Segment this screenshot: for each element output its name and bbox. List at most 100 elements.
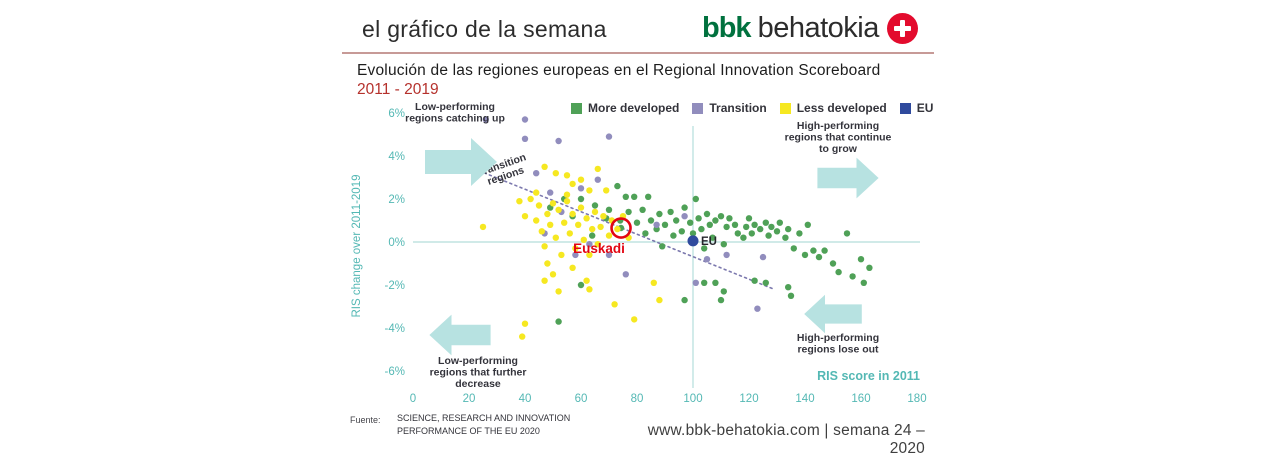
legend-label: EU	[916, 101, 934, 115]
euskadi-highlight-ring	[610, 217, 632, 239]
scatter-point-more-developed	[776, 219, 783, 226]
legend-item-more-developed: More developed	[571, 101, 679, 115]
brand-logo: bbk behatokia	[702, 12, 918, 45]
scatter-point-less-developed	[533, 189, 540, 196]
chart-subtitle-years: 2011 - 2019	[357, 81, 439, 98]
scatter-point-less-developed	[631, 316, 638, 323]
legend-label: Transition	[709, 101, 767, 115]
scatter-point-more-developed	[804, 221, 811, 228]
scatter-point-less-developed	[583, 215, 590, 222]
scatter-point-more-developed	[605, 206, 613, 213]
scatter-point-more-developed	[740, 234, 747, 241]
scatter-point-more-developed	[860, 279, 867, 286]
scatter-point-more-developed	[734, 230, 741, 237]
scatter-point-more-developed	[717, 296, 725, 304]
scatter-point-less-developed	[580, 236, 587, 243]
scatter-point-less-developed	[594, 241, 601, 248]
legend-swatch-icon	[692, 102, 704, 114]
scatter-point-less-developed	[586, 187, 593, 194]
chart-legend: More developed Transition Less developed EU	[571, 101, 933, 115]
brand-behatokia-text: behatokia	[757, 12, 880, 44]
y-tick-label: 6%	[388, 108, 405, 120]
scatter-point-more-developed	[678, 228, 685, 235]
scatter-point-less-developed	[521, 320, 529, 327]
scatter-point-transition	[605, 251, 613, 259]
scatter-point-more-developed	[670, 232, 677, 239]
scatter-point-less-developed	[577, 204, 585, 211]
scatter-point-less-developed	[552, 170, 559, 177]
legend-item-eu: EU	[899, 101, 934, 115]
scatter-point-more-developed	[689, 230, 697, 237]
scatter-point-more-developed	[731, 221, 739, 228]
scatter-point-less-developed	[527, 195, 534, 203]
scatter-point-more-developed	[829, 260, 837, 267]
scatter-point-less-developed	[586, 251, 593, 259]
scatter-point-more-developed	[751, 221, 758, 228]
x-tick-label: 0	[410, 393, 416, 405]
scatter-point-less-developed	[516, 198, 523, 205]
scatter-point-more-developed	[589, 232, 596, 239]
x-tick-label: 140	[795, 393, 814, 405]
source-label: Fuente:	[350, 415, 381, 425]
scatter-point-less-developed	[572, 245, 579, 252]
scatter-point-more-developed	[631, 193, 638, 200]
scatter-point-more-developed	[633, 219, 641, 226]
scatter-point-less-developed	[541, 163, 548, 170]
scatter-point-more-developed	[577, 281, 585, 289]
source-line-1: SCIENCE, RESEARCH AND INNOVATION	[397, 413, 571, 423]
scatter-chart: Euskadi EU 0 20 40 60 80 100 120 140 160 180 6% 4% 2% 0…	[351, 101, 927, 405]
arrow-continue-grow-icon	[817, 157, 879, 199]
scatter-point-more-developed	[639, 206, 646, 213]
scatter-point-transition	[482, 116, 489, 123]
scatter-point-less-developed	[614, 225, 621, 233]
scatter-point-transition	[555, 137, 562, 145]
eu-point-label: EU	[701, 236, 717, 248]
scatter-point-more-developed	[782, 234, 789, 241]
scatter-point-more-developed	[681, 296, 688, 304]
scatter-point-more-developed	[720, 241, 727, 248]
brand-bbk-text: bbk	[702, 12, 752, 44]
scatter-point-more-developed	[768, 223, 775, 231]
scatter-point-more-developed	[857, 256, 865, 263]
scatter-point-more-developed	[748, 230, 755, 237]
scatter-point-less-developed	[569, 264, 576, 271]
scatter-point-less-developed	[594, 165, 601, 173]
scatter-point-less-developed	[589, 225, 596, 233]
scatter-point-more-developed	[790, 245, 797, 252]
x-tick-label: 60	[575, 393, 588, 405]
header-divider	[342, 52, 934, 54]
scatter-point-transition	[572, 251, 579, 259]
arrow-further-decrease-icon	[429, 314, 491, 356]
scatter-point-transition	[703, 256, 711, 263]
scatter-point-more-developed	[656, 210, 663, 218]
scatter-point-less-developed	[552, 234, 559, 241]
scatter-point-transition	[681, 213, 688, 220]
website-footer: www.bbk-behatokia.com | semana 24 – 2020	[647, 422, 925, 457]
scatter-point-less-developed	[521, 213, 529, 220]
scatter-point-less-developed	[538, 228, 545, 235]
scatter-point-transition	[759, 253, 767, 261]
legend-label: Less developed	[796, 101, 887, 115]
scatter-point-more-developed	[659, 243, 666, 250]
x-tick-label: 180	[907, 393, 926, 405]
legend-item-transition: Transition	[692, 101, 767, 115]
scatter-point-transition	[692, 279, 699, 286]
scatter-point-less-developed	[563, 198, 571, 205]
x-tick-label: 20	[463, 393, 476, 405]
y-tick-label: 0%	[388, 237, 405, 249]
scatter-point-more-developed	[706, 221, 713, 228]
scatter-point-less-developed	[533, 217, 540, 224]
scatter-point-less-developed	[650, 279, 657, 286]
scatter-point-less-developed	[555, 206, 562, 213]
scatter-point-less-developed	[547, 221, 554, 228]
scatter-point-more-developed	[717, 213, 725, 220]
scatter-point-more-developed	[661, 221, 669, 228]
scatter-point-less-developed	[555, 288, 562, 295]
scatter-point-more-developed	[810, 247, 817, 254]
scatter-point-more-developed	[743, 223, 750, 231]
scatter-point-more-developed	[751, 277, 758, 284]
scatter-point-less-developed	[563, 191, 571, 198]
scatter-point-more-developed	[757, 225, 764, 233]
scatter-point-more-developed	[698, 225, 705, 233]
scatter-point-less-developed	[519, 333, 526, 340]
